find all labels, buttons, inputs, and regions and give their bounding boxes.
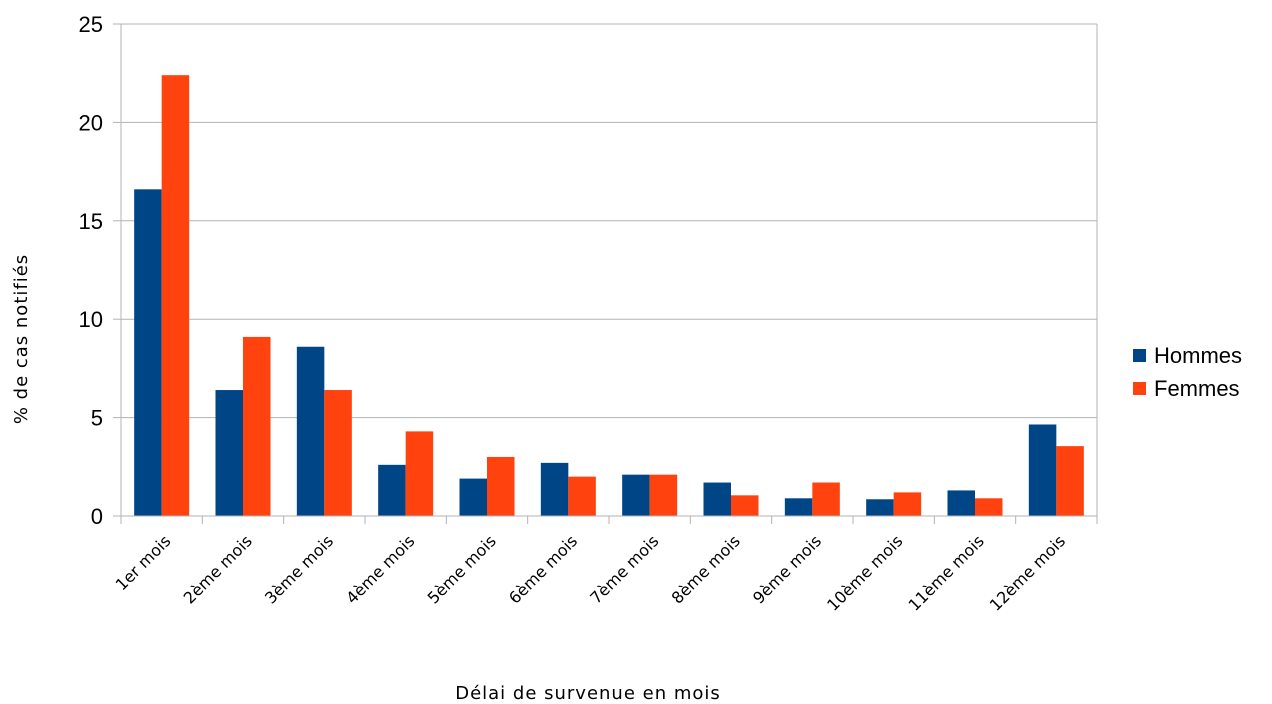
y-tick-label: 5 xyxy=(91,406,103,431)
bar-hommes xyxy=(134,189,162,516)
gridlines xyxy=(113,23,1097,517)
legend-label-femmes: Femmes xyxy=(1154,376,1240,401)
x-tick-label: 7ème mois xyxy=(586,531,662,607)
bar-femmes xyxy=(487,456,515,516)
bar-femmes xyxy=(893,492,922,516)
bar-femmes xyxy=(243,336,271,516)
y-tick-labels: 0 5 10 15 20 25 xyxy=(79,12,103,529)
y-tick-label: 20 xyxy=(79,110,103,135)
legend-swatch-femmes xyxy=(1133,382,1146,395)
bar-hommes xyxy=(703,482,731,516)
y-tick-label: 15 xyxy=(79,209,103,234)
x-tick-label: 12ème mois xyxy=(986,531,1069,614)
y-tick-label: 0 xyxy=(91,504,103,529)
bar-femmes xyxy=(324,390,352,516)
x-tick-label: 6ème mois xyxy=(505,531,581,607)
bar-femmes xyxy=(975,498,1003,516)
y-tick-label: 10 xyxy=(79,307,103,332)
x-tick-label: 2ème mois xyxy=(180,531,256,607)
x-tick-label: 4ème mois xyxy=(342,531,418,607)
bar-hommes xyxy=(622,474,650,516)
bar-hommes xyxy=(540,462,569,516)
y-tick-label: 25 xyxy=(79,12,103,37)
bar-hommes xyxy=(1028,424,1057,516)
bars xyxy=(134,75,1084,516)
x-tick-label: 3ème mois xyxy=(261,531,337,607)
x-tick-label: 1er mois xyxy=(112,531,175,594)
legend-label-hommes: Hommes xyxy=(1154,343,1242,368)
x-tick-label: 9ème mois xyxy=(749,531,825,607)
bar-femmes xyxy=(1056,446,1084,516)
bar-hommes xyxy=(296,346,325,516)
legend: Hommes Femmes xyxy=(1133,343,1242,401)
bar-femmes xyxy=(812,482,840,516)
bar-hommes xyxy=(784,498,813,516)
legend-swatch-hommes xyxy=(1133,349,1146,362)
x-tick-labels: 1er mois 2ème mois 3ème mois 4ème mois 5ème … xyxy=(112,531,1069,614)
x-tick-label: 10ème mois xyxy=(823,531,906,614)
x-axis-title: Délai de survenue en mois xyxy=(455,683,721,704)
y-axis-title: % de cas notifiés xyxy=(11,254,32,424)
bar-hommes xyxy=(215,390,243,516)
bar-femmes xyxy=(161,75,190,516)
bar-hommes xyxy=(459,478,487,516)
axes xyxy=(120,24,1098,524)
bar-femmes xyxy=(405,431,434,516)
x-tick-label: 11ème mois xyxy=(904,531,987,614)
bar-femmes xyxy=(568,476,596,516)
x-tick-label: 8ème mois xyxy=(668,531,744,607)
bar-femmes xyxy=(731,495,759,516)
bar-hommes xyxy=(866,499,894,516)
bar-hommes xyxy=(378,464,406,516)
x-tick-label: 5ème mois xyxy=(424,531,500,607)
bar-hommes xyxy=(947,490,975,516)
bar-femmes xyxy=(649,474,678,516)
